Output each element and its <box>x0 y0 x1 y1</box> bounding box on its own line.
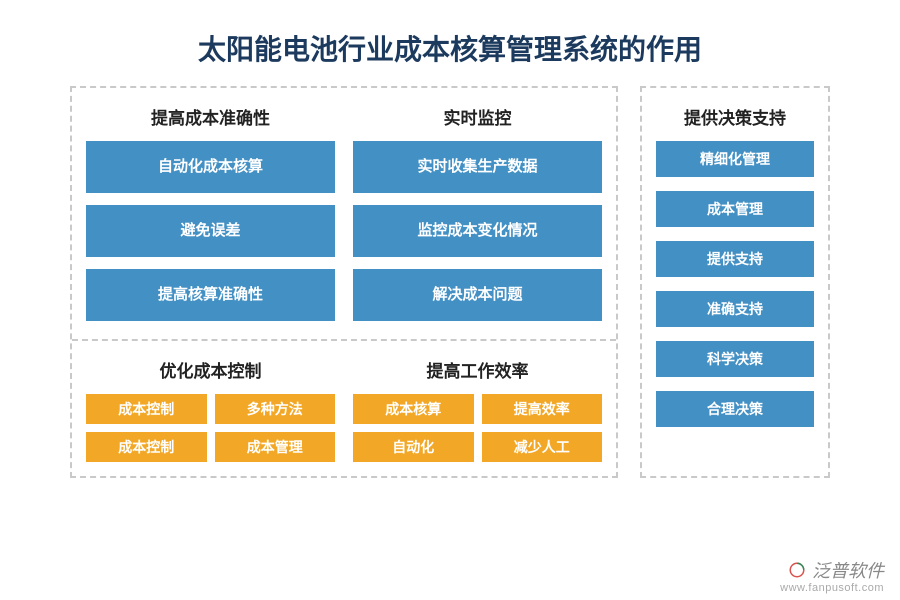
top-col-accuracy: 提高成本准确性 自动化成本核算 避免误差 提高核算准确性 <box>86 100 335 333</box>
tag-box: 成本管理 <box>215 432 336 462</box>
bottom-col-efficiency: 提高工作效率 成本核算 提高效率 自动化 减少人工 <box>353 353 602 462</box>
feature-box: 自动化成本核算 <box>86 141 335 193</box>
orange-grid: 成本核算 提高效率 自动化 减少人工 <box>353 394 602 462</box>
bottom-section: 优化成本控制 成本控制 多种方法 成本控制 成本管理 提高工作效率 成本核算 提… <box>86 353 602 462</box>
section-head: 提供决策支持 <box>656 100 814 141</box>
tag-box: 减少人工 <box>482 432 603 462</box>
divider <box>72 339 616 341</box>
feature-box: 成本管理 <box>656 191 814 227</box>
tag-box: 成本控制 <box>86 394 207 424</box>
section-head: 提高成本准确性 <box>86 100 335 141</box>
feature-box: 精细化管理 <box>656 141 814 177</box>
feature-box: 合理决策 <box>656 391 814 427</box>
watermark-cn: 泛普软件 <box>812 561 884 581</box>
main-layout: 提高成本准确性 自动化成本核算 避免误差 提高核算准确性 实时监控 实时收集生产… <box>0 86 900 478</box>
feature-box: 提供支持 <box>656 241 814 277</box>
section-head: 实时监控 <box>353 100 602 141</box>
tag-box: 自动化 <box>353 432 474 462</box>
feature-box: 监控成本变化情况 <box>353 205 602 257</box>
left-panel: 提高成本准确性 自动化成本核算 避免误差 提高核算准确性 实时监控 实时收集生产… <box>70 86 618 478</box>
watermark: 泛普软件 www.fanpusoft.com <box>780 561 884 594</box>
feature-box: 避免误差 <box>86 205 335 257</box>
tag-box: 成本核算 <box>353 394 474 424</box>
orange-grid: 成本控制 多种方法 成本控制 成本管理 <box>86 394 335 462</box>
page-title: 太阳能电池行业成本核算管理系统的作用 <box>0 0 900 86</box>
feature-box: 准确支持 <box>656 291 814 327</box>
feature-box: 解决成本问题 <box>353 269 602 321</box>
top-col-monitor: 实时监控 实时收集生产数据 监控成本变化情况 解决成本问题 <box>353 100 602 333</box>
tag-box: 多种方法 <box>215 394 336 424</box>
tag-box: 提高效率 <box>482 394 603 424</box>
feature-box: 实时收集生产数据 <box>353 141 602 193</box>
right-panel: 提供决策支持 精细化管理 成本管理 提供支持 准确支持 科学决策 合理决策 <box>640 86 830 478</box>
bottom-col-control: 优化成本控制 成本控制 多种方法 成本控制 成本管理 <box>86 353 335 462</box>
section-head: 提高工作效率 <box>353 353 602 394</box>
section-head: 优化成本控制 <box>86 353 335 394</box>
watermark-en: www.fanpusoft.com <box>780 582 884 594</box>
feature-box: 科学决策 <box>656 341 814 377</box>
feature-box: 提高核算准确性 <box>86 269 335 321</box>
top-section: 提高成本准确性 自动化成本核算 避免误差 提高核算准确性 实时监控 实时收集生产… <box>86 100 602 333</box>
tag-box: 成本控制 <box>86 432 207 462</box>
logo-icon <box>788 561 806 579</box>
